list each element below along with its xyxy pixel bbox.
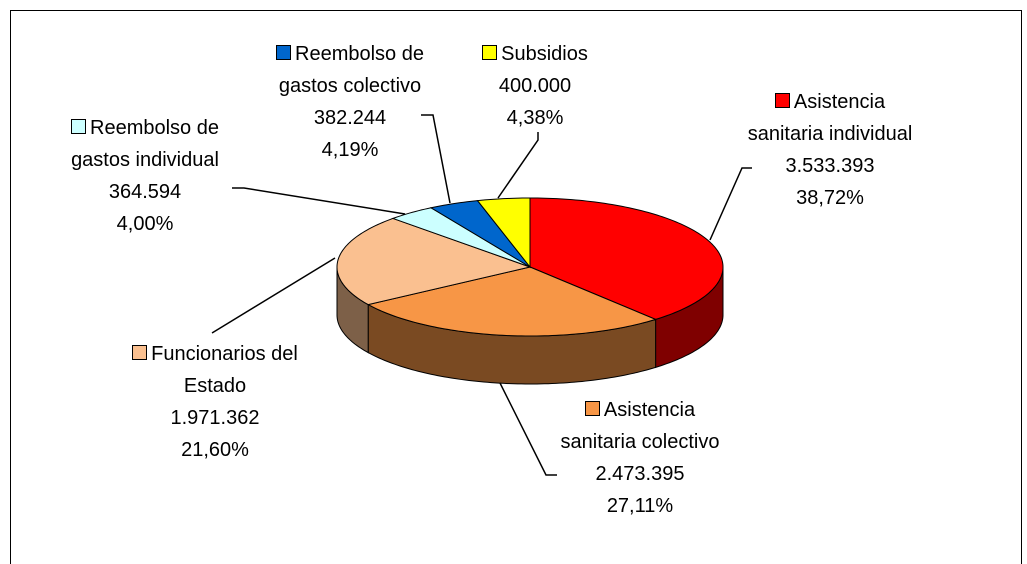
- value-label: 382.244: [313, 107, 387, 129]
- value-label: 400.000: [498, 75, 572, 97]
- category-name: Asistencia sanitaria individual: [747, 91, 913, 145]
- percent-label: 21,60%: [181, 439, 249, 461]
- leader-line: [211, 257, 336, 334]
- leader-line: [709, 167, 752, 241]
- slice: [366, 266, 658, 337]
- category-name: Reembolso de gastos colectivo: [278, 43, 424, 97]
- legend-key: [584, 401, 600, 416]
- value-label: 364.594: [108, 181, 182, 203]
- label-name: Funcionarios del Estado: [120, 338, 310, 402]
- legend-key: [774, 93, 790, 108]
- label-name: Asistencia sanitaria individual: [745, 86, 915, 150]
- leader-line: [497, 132, 539, 199]
- percent-label: 4,19%: [321, 139, 379, 161]
- data-label: Reembolso de gastos colectivo 382.244 4,19…: [270, 38, 430, 166]
- category-name: Funcionarios del Estado: [151, 343, 298, 397]
- percent-label: 27,11%: [606, 495, 674, 517]
- data-label: Reembolso de gastos individual 364.594 4,0…: [50, 112, 240, 240]
- pie: [336, 197, 724, 385]
- legend-key: [482, 45, 498, 60]
- value-label: 3.533.393: [785, 155, 875, 177]
- label-name: Subsidios: [455, 38, 615, 70]
- legend-key: [71, 119, 87, 134]
- percent-label: 38,72%: [796, 187, 864, 209]
- leader-line: [499, 382, 557, 476]
- data-label: Subsidios 400.000 4,38%: [455, 38, 615, 134]
- slice: [529, 197, 724, 320]
- legend-key: [132, 345, 148, 360]
- label-name: Reembolso de gastos colectivo: [270, 38, 430, 102]
- value-label: 2.473.395: [595, 463, 685, 485]
- category-name: Asistencia sanitaria colectivo: [560, 399, 720, 453]
- percent-label: 4,38%: [506, 107, 564, 129]
- legend-key: [276, 45, 292, 60]
- value-label: 1.971.362: [170, 407, 260, 429]
- data-label: Asistencia sanitaria colectivo 2.473.395 2…: [555, 394, 725, 522]
- percent-label: 4,00%: [116, 213, 174, 235]
- leader-line: [421, 114, 451, 204]
- slice: [391, 207, 531, 268]
- leader-line: [232, 187, 406, 215]
- chart-border: [10, 10, 1022, 564]
- slice: [476, 197, 531, 269]
- label-name: Reembolso de gastos individual: [50, 112, 240, 176]
- category-name: Subsidios: [501, 43, 588, 65]
- slice: [336, 217, 532, 306]
- category-name: Reembolso de gastos individual: [71, 117, 219, 171]
- leader-lines: [211, 114, 752, 476]
- slice: [429, 200, 531, 268]
- data-label: Asistencia sanitaria individual 3.533.393…: [745, 86, 915, 214]
- data-label: Funcionarios del Estado 1.971.362 21,60%: [120, 338, 310, 466]
- label-name: Asistencia sanitaria colectivo: [555, 394, 725, 458]
